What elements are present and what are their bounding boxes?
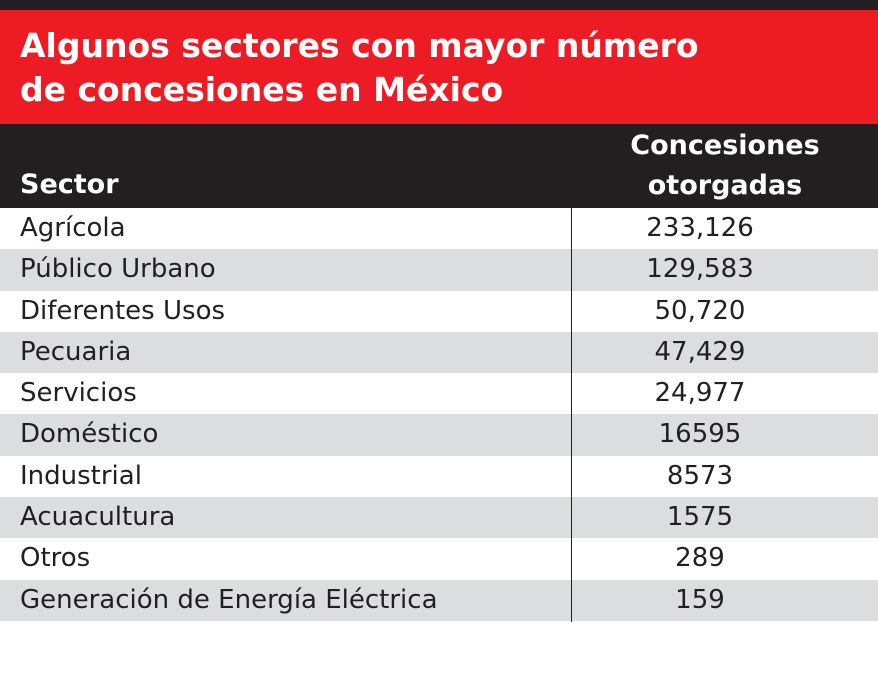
table-row: Público Urbano 129,583 xyxy=(0,249,878,291)
cell-value: 1575 xyxy=(666,502,734,533)
header-concesiones-line-2: otorgadas xyxy=(647,170,803,201)
cell-value: 47,429 xyxy=(654,336,746,367)
cell-sector: Diferentes Usos xyxy=(20,295,226,326)
column-divider xyxy=(571,124,572,622)
table-row: Diferentes Usos 50,720 xyxy=(0,291,878,332)
table-row: Agrícola 233,126 xyxy=(0,208,878,249)
table-row: Acuacultura 1575 xyxy=(0,497,878,539)
cell-sector: Acuacultura xyxy=(20,502,176,533)
cell-value: 159 xyxy=(675,584,725,615)
cell-value: 129,583 xyxy=(646,254,754,285)
cell-sector: Servicios xyxy=(20,378,137,409)
top-border xyxy=(0,0,878,10)
table-header: Sector Concesiones otorgadas xyxy=(0,124,878,208)
cell-value: 16595 xyxy=(658,419,742,450)
cell-sector: Pecuaria xyxy=(20,336,132,367)
header-concesiones: Concesiones otorgadas xyxy=(572,126,878,206)
title-line-2: de concesiones en México xyxy=(20,70,504,109)
table-row: Servicios 24,977 xyxy=(0,373,878,414)
cell-sector: Otros xyxy=(20,543,91,574)
table-row: Pecuaria 47,429 xyxy=(0,331,878,374)
table-row: Generación de Energía Eléctrica 159 xyxy=(0,579,878,621)
cell-value: 8573 xyxy=(666,460,734,491)
cell-sector: Agrícola xyxy=(20,213,126,243)
table-body: Agrícola 233,126 Público Urbano 129,583 … xyxy=(0,208,878,621)
header-sector: Sector xyxy=(20,169,119,200)
cell-value: 289 xyxy=(675,543,725,574)
cell-sector: Industrial xyxy=(20,460,142,491)
cell-sector: Generación de Energía Eléctrica xyxy=(20,584,438,615)
table-title: Algunos sectores con mayor número de con… xyxy=(20,24,860,112)
cell-value: 24,977 xyxy=(654,378,746,409)
cell-value: 233,126 xyxy=(646,213,754,243)
cell-value: 50,720 xyxy=(654,295,746,326)
header-concesiones-line-1: Concesiones xyxy=(630,130,820,161)
cell-sector: Público Urbano xyxy=(20,254,216,285)
table-row: Otros 289 xyxy=(0,538,878,579)
title-line-1: Algunos sectores con mayor número xyxy=(20,26,699,65)
table-row: Industrial 8573 xyxy=(0,456,878,497)
cell-sector: Doméstico xyxy=(20,419,159,450)
table-row: Doméstico 16595 xyxy=(0,414,878,456)
title-banner: Algunos sectores con mayor número de con… xyxy=(0,10,878,124)
